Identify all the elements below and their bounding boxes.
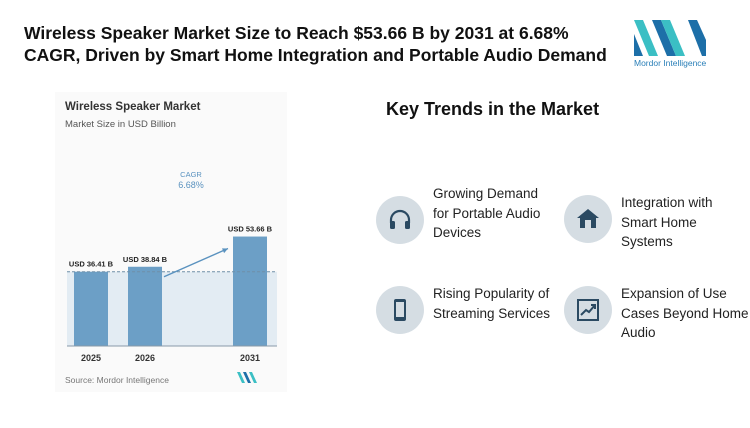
- chart-subtitle: Market Size in USD Billion: [65, 119, 176, 130]
- chart-svg: Wireless Speaker Market Market Size in U…: [65, 101, 277, 385]
- trend-icon-circle: [564, 195, 612, 243]
- trend-label: Growing Demand for Portable Audio Device…: [433, 186, 541, 240]
- page-title: Wireless Speaker Market Size to Reach $5…: [24, 23, 607, 65]
- trend-label: Rising Popularity of Streaming Services: [433, 286, 551, 321]
- tick-label: 2031: [240, 353, 260, 363]
- trend-icon-circle: [376, 286, 424, 334]
- trends-title: Key Trends in the Market: [386, 99, 600, 119]
- trend-label: Integration with Smart Home Systems: [621, 195, 713, 249]
- value-label: USD 36.41 B: [69, 260, 114, 269]
- cagr-arrow: [163, 247, 229, 278]
- cagr-label: CAGR: [180, 170, 202, 179]
- value-label: USD 53.66 B: [228, 225, 273, 234]
- tick-label: 2025: [81, 353, 101, 363]
- value-label: USD 38.84 B: [123, 255, 168, 264]
- home-icon: [577, 209, 599, 228]
- bar: [128, 266, 162, 346]
- trend-item: Expansion of Use Cases Beyond Home Audio: [564, 284, 750, 343]
- chart-title: Wireless Speaker Market: [65, 101, 201, 113]
- headphones-icon: [389, 209, 411, 229]
- trend-item: Growing Demand for Portable Audio Device…: [376, 184, 551, 244]
- cagr-arrowhead: [222, 248, 228, 254]
- tick-label: 2026: [135, 353, 155, 363]
- trend-label: Expansion of Use Cases Beyond Home Audio: [621, 286, 749, 340]
- trend-item: Rising Popularity of Streaming Services: [376, 284, 553, 334]
- logo-text: Mordor Intelligence: [634, 58, 707, 68]
- chart-source: Source: Mordor Intelligence: [65, 375, 169, 385]
- bar: [233, 236, 267, 346]
- mordor-logo: Mordor Intelligence: [634, 20, 722, 72]
- mordor-logo-mark-icon: [634, 20, 706, 56]
- trend-chart-icon: [577, 299, 599, 321]
- cagr-value: 6.68%: [178, 180, 204, 190]
- trend-icon-circle: [564, 286, 612, 334]
- market-size-chart: Wireless Speaker Market Market Size in U…: [55, 92, 287, 392]
- bar: [74, 271, 108, 346]
- smartphone-icon: [394, 299, 406, 321]
- source-logo-icon: [237, 372, 257, 383]
- trend-icon-circle: [376, 196, 424, 244]
- trend-item: Integration with Smart Home Systems: [564, 193, 741, 252]
